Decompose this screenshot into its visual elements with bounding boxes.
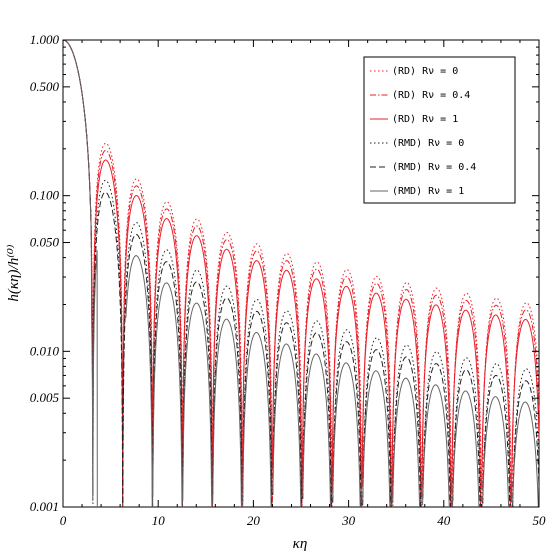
series-curves <box>63 39 540 508</box>
y-tick-label: 0.100 <box>30 188 60 203</box>
legend-label: (RMD) Rν = 1 <box>392 186 464 197</box>
legend-label: (RMD) Rν = 0.4 <box>392 162 476 173</box>
x-tick-label: 0 <box>60 513 67 528</box>
legend-box <box>363 56 516 204</box>
y-tick-label: 0.001 <box>30 499 59 514</box>
x-tick-label: 30 <box>341 513 356 528</box>
series-line <box>63 39 539 508</box>
series-line <box>63 39 540 508</box>
series-line <box>63 39 540 508</box>
series-line <box>63 39 540 508</box>
y-tick-label: 0.500 <box>30 79 60 94</box>
y-tick-label: 0.005 <box>30 390 60 405</box>
x-axis-label: κη <box>293 536 308 552</box>
x-tick-label: 50 <box>533 513 547 528</box>
axes: 0 10 20 30 40 50 0.001 0.005 0.010 0.050 0.100 0.50… <box>30 32 546 528</box>
y-tick-label: 0.010 <box>30 343 60 358</box>
y-axis-label: h(κη)/h⁽⁰⁾ <box>5 244 22 301</box>
legend-label: (RMD) Rν = 0 <box>392 138 464 149</box>
legend-label: (RD) Rν = 0 <box>392 66 458 77</box>
legend-label: (RD) Rν = 1 <box>392 114 458 125</box>
x-tick-label: 40 <box>437 513 451 528</box>
y-tick-label: 0.050 <box>30 235 60 250</box>
legend: (RD) Rν = 0 (RD) Rν = 0.4 (RD) Rν = 1 (RMD)… <box>363 56 516 204</box>
x-tick-label: 20 <box>247 513 261 528</box>
y-tick-label: 1.000 <box>30 32 60 47</box>
x-tick-label: 10 <box>152 513 166 528</box>
legend-label: (RD) Rν = 0.4 <box>392 90 470 101</box>
